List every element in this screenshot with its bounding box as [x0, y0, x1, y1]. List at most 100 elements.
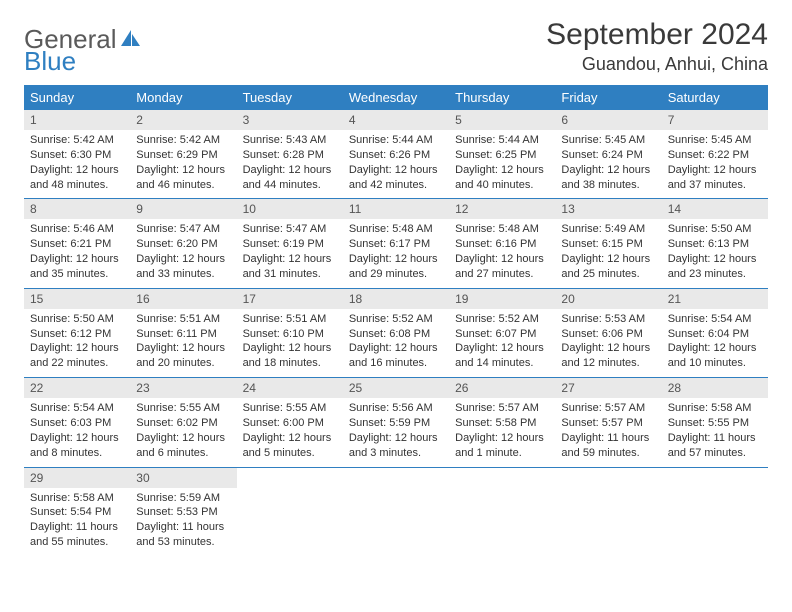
daylight-line: Daylight: 12 hours and 22 minutes.: [30, 341, 124, 371]
sunrise-line: Sunrise: 5:57 AM: [561, 401, 655, 416]
day-details: Sunrise: 5:50 AMSunset: 6:13 PMDaylight:…: [662, 219, 768, 287]
calendar-cell: 7Sunrise: 5:45 AMSunset: 6:22 PMDaylight…: [662, 110, 768, 199]
sunset-line: Sunset: 6:19 PM: [243, 237, 337, 252]
daylight-line: Daylight: 12 hours and 38 minutes.: [561, 163, 655, 193]
day-details: Sunrise: 5:56 AMSunset: 5:59 PMDaylight:…: [343, 398, 449, 466]
daylight-line: Daylight: 11 hours and 53 minutes.: [136, 520, 230, 550]
weekday-header: Sunday: [24, 85, 130, 110]
day-details: Sunrise: 5:55 AMSunset: 6:02 PMDaylight:…: [130, 398, 236, 466]
day-number: 27: [555, 378, 661, 398]
weekday-header: Monday: [130, 85, 236, 110]
sunrise-line: Sunrise: 5:42 AM: [136, 133, 230, 148]
day-number: 8: [24, 199, 130, 219]
calendar-cell: 25Sunrise: 5:56 AMSunset: 5:59 PMDayligh…: [343, 378, 449, 467]
sunset-line: Sunset: 6:03 PM: [30, 416, 124, 431]
calendar-cell: 11Sunrise: 5:48 AMSunset: 6:17 PMDayligh…: [343, 199, 449, 288]
calendar-cell: ..: [343, 467, 449, 556]
sunrise-line: Sunrise: 5:55 AM: [136, 401, 230, 416]
day-number: 16: [130, 289, 236, 309]
calendar-cell: 29Sunrise: 5:58 AMSunset: 5:54 PMDayligh…: [24, 467, 130, 556]
day-details: Sunrise: 5:44 AMSunset: 6:25 PMDaylight:…: [449, 130, 555, 198]
sunrise-line: Sunrise: 5:48 AM: [349, 222, 443, 237]
day-details: Sunrise: 5:46 AMSunset: 6:21 PMDaylight:…: [24, 219, 130, 287]
daylight-line: Daylight: 12 hours and 20 minutes.: [136, 341, 230, 371]
day-number: 26: [449, 378, 555, 398]
daylight-line: Daylight: 12 hours and 46 minutes.: [136, 163, 230, 193]
sunset-line: Sunset: 5:58 PM: [455, 416, 549, 431]
sunrise-line: Sunrise: 5:56 AM: [349, 401, 443, 416]
sunrise-line: Sunrise: 5:50 AM: [668, 222, 762, 237]
day-number: 14: [662, 199, 768, 219]
sunrise-line: Sunrise: 5:50 AM: [30, 312, 124, 327]
day-number: 3: [237, 110, 343, 130]
daylight-line: Daylight: 12 hours and 5 minutes.: [243, 431, 337, 461]
weekday-header: Tuesday: [237, 85, 343, 110]
calendar-cell: 10Sunrise: 5:47 AMSunset: 6:19 PMDayligh…: [237, 199, 343, 288]
calendar-row: 8Sunrise: 5:46 AMSunset: 6:21 PMDaylight…: [24, 199, 768, 288]
day-details: Sunrise: 5:58 AMSunset: 5:55 PMDaylight:…: [662, 398, 768, 466]
sunset-line: Sunset: 6:02 PM: [136, 416, 230, 431]
sunrise-line: Sunrise: 5:45 AM: [668, 133, 762, 148]
daylight-line: Daylight: 12 hours and 14 minutes.: [455, 341, 549, 371]
sunset-line: Sunset: 5:59 PM: [349, 416, 443, 431]
sunrise-line: Sunrise: 5:52 AM: [349, 312, 443, 327]
sunrise-line: Sunrise: 5:51 AM: [243, 312, 337, 327]
sunset-line: Sunset: 6:16 PM: [455, 237, 549, 252]
sunset-line: Sunset: 6:29 PM: [136, 148, 230, 163]
sunrise-line: Sunrise: 5:57 AM: [455, 401, 549, 416]
sunset-line: Sunset: 6:06 PM: [561, 327, 655, 342]
sunset-line: Sunset: 5:54 PM: [30, 505, 124, 520]
calendar-cell: 13Sunrise: 5:49 AMSunset: 6:15 PMDayligh…: [555, 199, 661, 288]
sunrise-line: Sunrise: 5:46 AM: [30, 222, 124, 237]
day-details: Sunrise: 5:55 AMSunset: 6:00 PMDaylight:…: [237, 398, 343, 466]
sunset-line: Sunset: 6:24 PM: [561, 148, 655, 163]
day-details: Sunrise: 5:54 AMSunset: 6:04 PMDaylight:…: [662, 309, 768, 377]
sunrise-line: Sunrise: 5:55 AM: [243, 401, 337, 416]
sunrise-line: Sunrise: 5:53 AM: [561, 312, 655, 327]
calendar-cell: 3Sunrise: 5:43 AMSunset: 6:28 PMDaylight…: [237, 110, 343, 199]
daylight-line: Daylight: 12 hours and 33 minutes.: [136, 252, 230, 282]
sunrise-line: Sunrise: 5:49 AM: [561, 222, 655, 237]
day-details: Sunrise: 5:43 AMSunset: 6:28 PMDaylight:…: [237, 130, 343, 198]
day-details: Sunrise: 5:52 AMSunset: 6:07 PMDaylight:…: [449, 309, 555, 377]
location: Guandou, Anhui, China: [546, 54, 768, 75]
daylight-line: Daylight: 12 hours and 48 minutes.: [30, 163, 124, 193]
calendar-cell: 9Sunrise: 5:47 AMSunset: 6:20 PMDaylight…: [130, 199, 236, 288]
daylight-line: Daylight: 12 hours and 16 minutes.: [349, 341, 443, 371]
weekday-header: Thursday: [449, 85, 555, 110]
sunset-line: Sunset: 6:07 PM: [455, 327, 549, 342]
day-number: 21: [662, 289, 768, 309]
sunset-line: Sunset: 6:20 PM: [136, 237, 230, 252]
sunset-line: Sunset: 6:26 PM: [349, 148, 443, 163]
calendar-row: 22Sunrise: 5:54 AMSunset: 6:03 PMDayligh…: [24, 378, 768, 467]
calendar-cell: 8Sunrise: 5:46 AMSunset: 6:21 PMDaylight…: [24, 199, 130, 288]
day-details: Sunrise: 5:49 AMSunset: 6:15 PMDaylight:…: [555, 219, 661, 287]
calendar-cell: 20Sunrise: 5:53 AMSunset: 6:06 PMDayligh…: [555, 288, 661, 377]
calendar-row: 1Sunrise: 5:42 AMSunset: 6:30 PMDaylight…: [24, 110, 768, 199]
sunset-line: Sunset: 6:08 PM: [349, 327, 443, 342]
sunset-line: Sunset: 5:53 PM: [136, 505, 230, 520]
calendar-cell: 26Sunrise: 5:57 AMSunset: 5:58 PMDayligh…: [449, 378, 555, 467]
sunrise-line: Sunrise: 5:47 AM: [136, 222, 230, 237]
daylight-line: Daylight: 12 hours and 8 minutes.: [30, 431, 124, 461]
day-number: 2: [130, 110, 236, 130]
day-number: 25: [343, 378, 449, 398]
sunrise-line: Sunrise: 5:59 AM: [136, 491, 230, 506]
day-number: 22: [24, 378, 130, 398]
day-details: Sunrise: 5:51 AMSunset: 6:11 PMDaylight:…: [130, 309, 236, 377]
sunset-line: Sunset: 6:04 PM: [668, 327, 762, 342]
sail-icon: [119, 28, 141, 48]
calendar-cell: 4Sunrise: 5:44 AMSunset: 6:26 PMDaylight…: [343, 110, 449, 199]
day-number: 24: [237, 378, 343, 398]
daylight-line: Daylight: 12 hours and 10 minutes.: [668, 341, 762, 371]
sunset-line: Sunset: 6:00 PM: [243, 416, 337, 431]
sunrise-line: Sunrise: 5:58 AM: [668, 401, 762, 416]
day-details: Sunrise: 5:59 AMSunset: 5:53 PMDaylight:…: [130, 488, 236, 556]
day-details: Sunrise: 5:45 AMSunset: 6:22 PMDaylight:…: [662, 130, 768, 198]
sunset-line: Sunset: 6:10 PM: [243, 327, 337, 342]
calendar-cell: 6Sunrise: 5:45 AMSunset: 6:24 PMDaylight…: [555, 110, 661, 199]
sunset-line: Sunset: 6:13 PM: [668, 237, 762, 252]
day-number: 19: [449, 289, 555, 309]
sunrise-line: Sunrise: 5:45 AM: [561, 133, 655, 148]
sunrise-line: Sunrise: 5:42 AM: [30, 133, 124, 148]
